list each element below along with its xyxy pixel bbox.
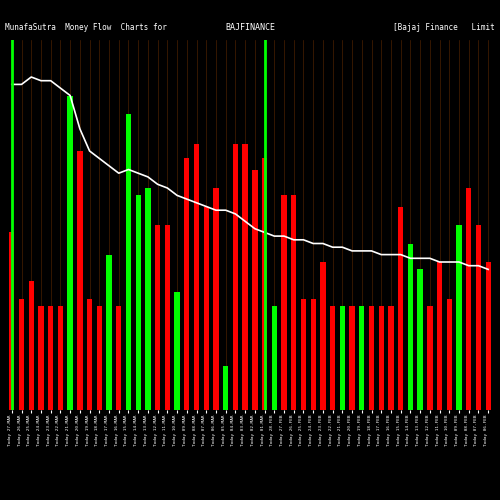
Bar <box>340 306 345 410</box>
Bar <box>87 299 92 410</box>
Bar <box>9 232 15 410</box>
Bar <box>378 306 384 410</box>
Bar <box>19 299 24 410</box>
Bar <box>446 299 452 410</box>
Bar <box>77 151 82 410</box>
Bar <box>476 225 481 410</box>
Bar <box>427 306 432 410</box>
Bar <box>388 306 394 410</box>
Bar <box>194 144 199 410</box>
Bar <box>204 206 209 410</box>
Bar <box>466 188 471 410</box>
Bar <box>252 170 258 410</box>
Bar <box>291 196 296 410</box>
Bar <box>48 306 54 410</box>
Bar <box>38 306 44 410</box>
Bar <box>437 262 442 410</box>
Bar <box>320 262 326 410</box>
Bar <box>28 280 34 410</box>
Bar <box>418 270 423 410</box>
Bar <box>301 299 306 410</box>
Bar <box>398 206 404 410</box>
Bar <box>262 158 268 410</box>
Text: [Bajaj Finance   Limit: [Bajaj Finance Limit <box>393 24 495 32</box>
Bar <box>408 244 413 410</box>
Bar <box>174 292 180 410</box>
Bar <box>232 144 238 410</box>
Bar <box>242 144 248 410</box>
Bar <box>272 306 277 410</box>
Bar <box>106 254 112 410</box>
Text: MunafaSutra  Money Flow  Charts for: MunafaSutra Money Flow Charts for <box>5 24 167 32</box>
Bar <box>58 306 63 410</box>
Bar <box>68 96 73 410</box>
Bar <box>350 306 355 410</box>
Bar <box>116 306 121 410</box>
Bar <box>369 306 374 410</box>
Bar <box>282 196 286 410</box>
Bar <box>155 225 160 410</box>
Bar <box>330 306 336 410</box>
Bar <box>223 366 228 410</box>
Bar <box>486 262 491 410</box>
Bar <box>164 225 170 410</box>
Bar <box>456 225 462 410</box>
Bar <box>126 114 131 410</box>
Bar <box>145 188 150 410</box>
Text: BAJFINANCE: BAJFINANCE <box>225 24 275 32</box>
Bar <box>359 306 364 410</box>
Bar <box>214 188 218 410</box>
Bar <box>136 196 141 410</box>
Bar <box>184 158 190 410</box>
Bar <box>310 299 316 410</box>
Bar <box>96 306 102 410</box>
